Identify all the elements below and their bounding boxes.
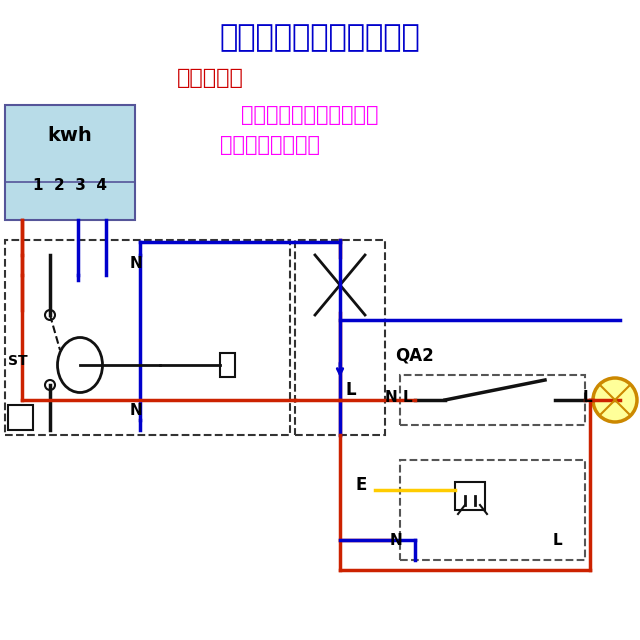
Text: E: E [355, 476, 366, 494]
Text: N: N [390, 533, 403, 548]
Text: 控制要求：: 控制要求： [177, 68, 243, 88]
Text: L: L [583, 390, 593, 405]
Text: N: N [130, 256, 143, 271]
Bar [455, 482, 485, 510]
Text: L: L [345, 381, 356, 399]
Text: 座不受开关控制。: 座不受开关控制。 [220, 135, 320, 155]
Text: 照明电路一：一控一灯一: 照明电路一：一控一灯一 [220, 24, 420, 52]
Text: N: N [385, 390, 397, 405]
Text: 1  2  3  4: 1 2 3 4 [33, 177, 107, 193]
Text: 一个开关控制一盏灯，插: 一个开关控制一盏灯，插 [241, 105, 379, 125]
Circle shape [593, 378, 637, 422]
Text: N: N [130, 403, 143, 418]
Text: ST: ST [8, 354, 28, 368]
Text: L: L [553, 533, 563, 548]
Bar [220, 353, 235, 377]
Text: QA2: QA2 [395, 346, 434, 364]
Text: L: L [403, 390, 413, 405]
FancyBboxPatch shape [5, 105, 135, 220]
Bar [8, 405, 33, 430]
Text: kwh: kwh [47, 125, 92, 145]
